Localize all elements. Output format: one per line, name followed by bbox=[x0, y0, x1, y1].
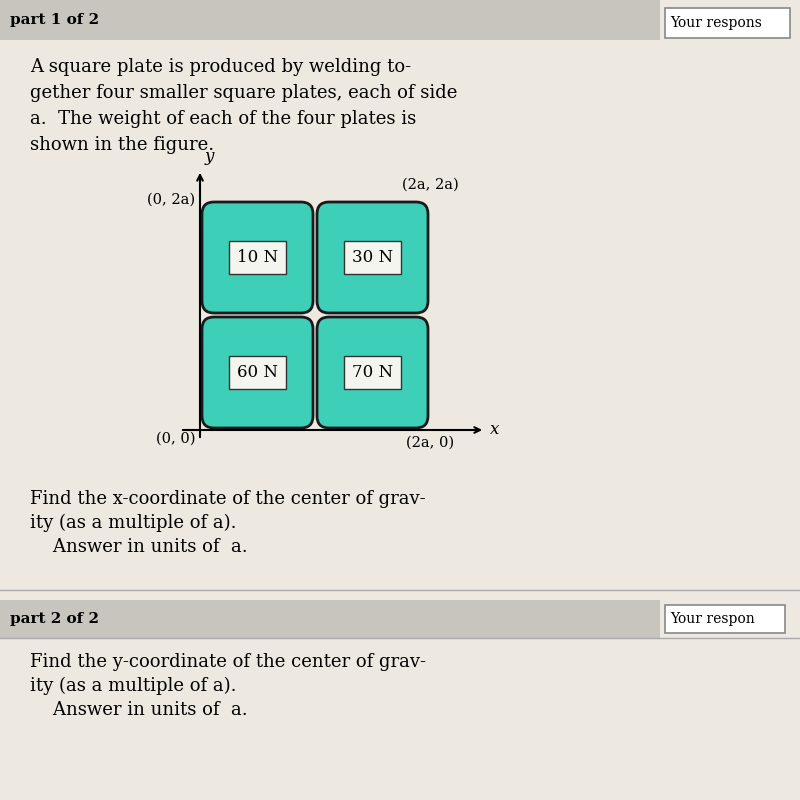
Text: shown in the figure.: shown in the figure. bbox=[30, 136, 214, 154]
FancyBboxPatch shape bbox=[665, 605, 785, 633]
FancyBboxPatch shape bbox=[665, 8, 790, 38]
Text: Your respons: Your respons bbox=[670, 16, 762, 30]
Text: Answer in units of  a.: Answer in units of a. bbox=[30, 701, 248, 719]
Bar bbox=[0, 0, 660, 40]
Text: Answer in units of  a.: Answer in units of a. bbox=[30, 538, 248, 556]
Text: a.  The weight of each of the four plates is: a. The weight of each of the four plates… bbox=[30, 110, 416, 128]
Text: (0, 0): (0, 0) bbox=[155, 432, 195, 446]
FancyBboxPatch shape bbox=[229, 241, 286, 274]
FancyBboxPatch shape bbox=[317, 317, 428, 428]
FancyBboxPatch shape bbox=[202, 202, 313, 313]
Text: x: x bbox=[490, 422, 499, 438]
Text: ity (as a multiple of a).: ity (as a multiple of a). bbox=[30, 677, 237, 695]
Text: Find the x-coordinate of the center of grav-: Find the x-coordinate of the center of g… bbox=[30, 490, 426, 508]
FancyBboxPatch shape bbox=[229, 356, 286, 389]
Text: (0, 2a): (0, 2a) bbox=[147, 193, 195, 207]
Text: 60 N: 60 N bbox=[237, 364, 278, 381]
Text: part 1 of 2: part 1 of 2 bbox=[10, 13, 99, 27]
FancyBboxPatch shape bbox=[344, 356, 402, 389]
Text: Find the y-coordinate of the center of grav-: Find the y-coordinate of the center of g… bbox=[30, 653, 426, 671]
FancyBboxPatch shape bbox=[202, 317, 313, 428]
Bar bbox=[0, 600, 660, 638]
FancyBboxPatch shape bbox=[344, 241, 402, 274]
Text: part 2 of 2: part 2 of 2 bbox=[10, 612, 99, 626]
FancyBboxPatch shape bbox=[317, 202, 428, 313]
Text: (2a, 0): (2a, 0) bbox=[406, 436, 454, 450]
Text: (2a, 2a): (2a, 2a) bbox=[402, 178, 458, 192]
Text: 10 N: 10 N bbox=[237, 249, 278, 266]
Text: gether four smaller square plates, each of side: gether four smaller square plates, each … bbox=[30, 84, 458, 102]
Text: A square plate is produced by welding to-: A square plate is produced by welding to… bbox=[30, 58, 411, 76]
Text: 30 N: 30 N bbox=[352, 249, 393, 266]
Text: ity (as a multiple of a).: ity (as a multiple of a). bbox=[30, 514, 237, 532]
Text: y: y bbox=[205, 148, 214, 165]
Text: 70 N: 70 N bbox=[352, 364, 393, 381]
Text: Your respon: Your respon bbox=[670, 612, 754, 626]
